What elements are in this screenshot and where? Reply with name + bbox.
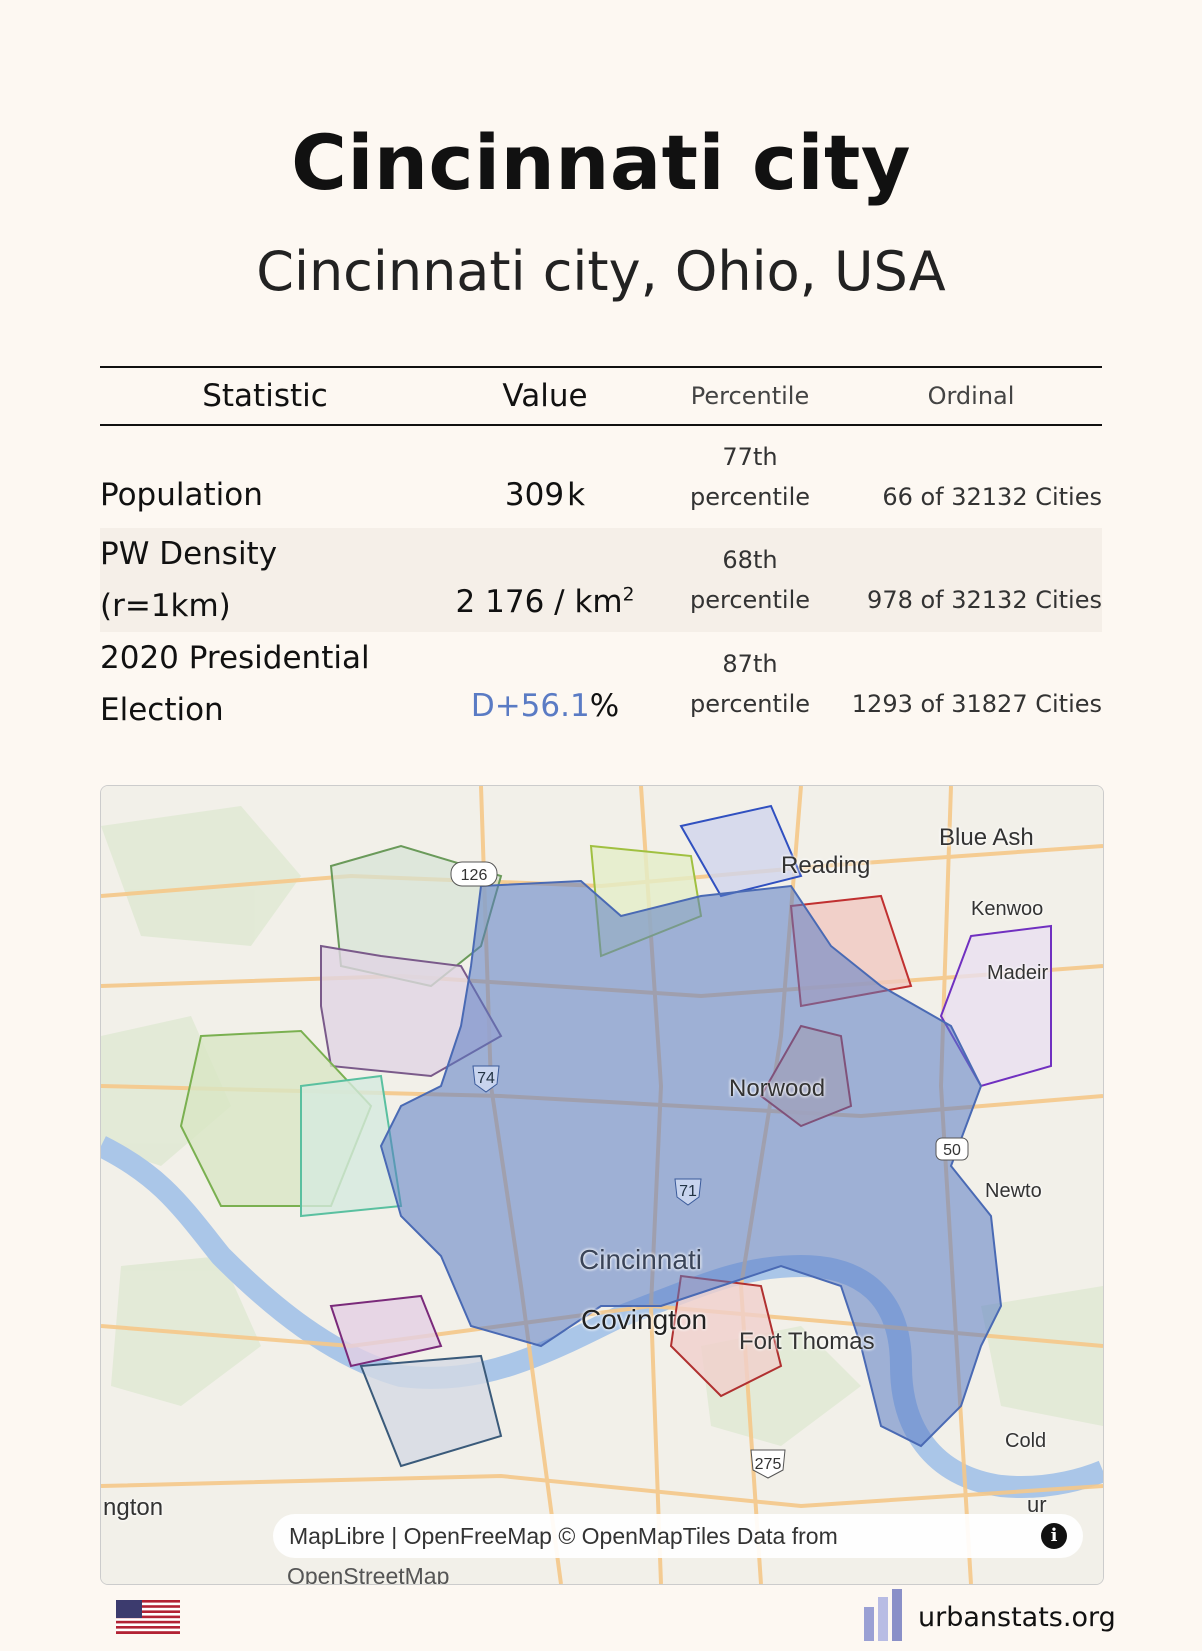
value-unit: %	[589, 688, 620, 724]
ordinal-text: 978 of 32132 Cities	[867, 586, 1102, 614]
statistics-table: Statistic Value Percentile Ordinal Popul…	[100, 366, 1102, 736]
label-ur: ur	[1027, 1492, 1047, 1517]
map-canvas[interactable]: 126 74 71 50 275	[101, 786, 1103, 1584]
route-126-label: 126	[461, 867, 488, 884]
statistic-label[interactable]: Population	[100, 477, 263, 513]
value-cell: 2 176 / km2	[430, 528, 660, 632]
label-norwood: Norwood	[729, 1075, 826, 1102]
percentile-cell: 87th percentile	[660, 632, 840, 736]
value-number: 2 176	[455, 584, 545, 620]
route-71-label: 71	[679, 1183, 697, 1200]
value-unit: k	[567, 477, 586, 513]
statistic-presidential-election[interactable]: 2020 Presidential Election	[100, 632, 430, 736]
table-header-row: Statistic Value Percentile Ordinal	[100, 367, 1102, 425]
header-statistic[interactable]: Statistic	[202, 378, 328, 414]
value-superscript: 2	[622, 584, 635, 606]
map-attribution: MapLibre | OpenFreeMap © OpenMapTiles Da…	[273, 1514, 1083, 1558]
percentile-word: percentile	[689, 483, 811, 511]
percentile-cell: 68th percentile	[660, 528, 840, 632]
table-row: PW Density (r=1km) 2 176 / km2 68th perc…	[100, 528, 1102, 632]
value-cell: 309 k	[430, 425, 660, 528]
statistic-label[interactable]: 2020 Presidential	[100, 640, 370, 676]
route-71-shield: 71	[674, 1178, 702, 1206]
us-flag-icon[interactable]	[116, 1600, 180, 1634]
statistic-population[interactable]: Population	[100, 425, 430, 528]
header-value[interactable]: Value	[502, 378, 588, 414]
route-275-shield: 275	[750, 1449, 786, 1479]
value-cell: D+56.1%	[430, 632, 660, 736]
ordinal-text: 1293 of 31827 Cities	[851, 690, 1102, 718]
statistic-label-cont[interactable]: (r=1km)	[100, 588, 231, 624]
statistic-pw-density[interactable]: PW Density (r=1km)	[100, 528, 430, 632]
label-newtown: Newto	[985, 1180, 1042, 1202]
header-percentile[interactable]: Percentile	[690, 382, 810, 410]
percentile-word: percentile	[689, 586, 811, 614]
route-126-shield: 126	[450, 861, 498, 887]
value-unit: / km	[554, 584, 623, 620]
label-ngton: ngton	[103, 1494, 164, 1521]
table-row: 2020 Presidential Election D+56.1% 87th …	[100, 632, 1102, 736]
site-link[interactable]: urbanstats.org	[918, 1602, 1116, 1633]
info-icon[interactable]: i	[1041, 1523, 1067, 1549]
page-subtitle: Cincinnati city, Ohio, USA	[256, 240, 946, 303]
label-covington: Covington	[581, 1304, 708, 1335]
route-50-label: 50	[943, 1142, 961, 1159]
ordinal-cell: 66 of 32132 Cities	[840, 425, 1102, 528]
percentile-number: 68th	[722, 546, 778, 574]
city-boundary[interactable]	[379, 879, 1003, 1448]
label-blue-ash: Blue Ash	[939, 824, 1034, 851]
route-74-shield: 74	[472, 1065, 500, 1093]
label-reading: Reading	[781, 852, 871, 879]
percentile-number: 77th	[722, 443, 778, 471]
value-number: 309	[504, 477, 565, 513]
label-kenwood: Kenwoo	[971, 898, 1044, 920]
ordinal-cell: 1293 of 31827 Cities	[840, 632, 1102, 736]
ordinal-cell: 978 of 32132 Cities	[840, 528, 1102, 632]
statistic-label-cont[interactable]: Election	[100, 692, 224, 728]
ordinal-text: 66 of 32132 Cities	[882, 483, 1102, 511]
table-row: Population 309 k 77th percentile 66 of 3…	[100, 425, 1102, 528]
route-275-label: 275	[755, 1456, 782, 1473]
value-number: D+56.1	[470, 688, 590, 724]
statistic-label[interactable]: PW Density	[100, 536, 278, 572]
attribution-overflow[interactable]: OpenStreetMap	[287, 1563, 450, 1585]
percentile-cell: 77th percentile	[660, 425, 840, 528]
label-cincinnati: Cincinnati	[579, 1244, 702, 1275]
label-fort-thomas: Fort Thomas	[739, 1328, 875, 1355]
attribution-text[interactable]: MapLibre | OpenFreeMap © OpenMapTiles Da…	[289, 1523, 838, 1549]
route-50-shield: 50	[935, 1137, 969, 1161]
route-74-label: 74	[477, 1070, 495, 1087]
label-madeira: Madeir	[987, 962, 1049, 984]
percentile-word: percentile	[689, 690, 811, 718]
label-cold-spring: Cold	[1005, 1430, 1047, 1452]
map-view[interactable]: 126 74 71 50 275 Blue Ash Reading Kenwoo…	[100, 785, 1104, 1585]
percentile-number: 87th	[722, 650, 778, 678]
urbanstats-logo-icon[interactable]	[862, 1589, 908, 1641]
page-title: Cincinnati city	[291, 118, 911, 207]
header-ordinal[interactable]: Ordinal	[927, 382, 1015, 410]
